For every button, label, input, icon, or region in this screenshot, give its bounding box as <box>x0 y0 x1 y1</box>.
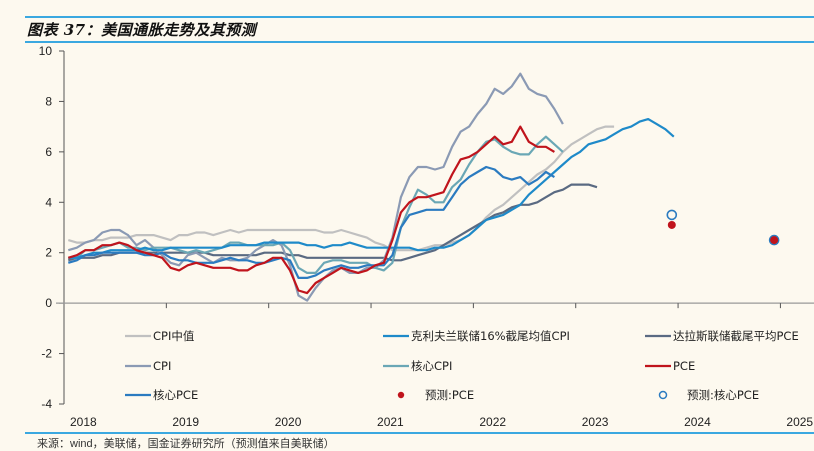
forecast-pce-point <box>667 220 676 229</box>
series-line-6 <box>67 165 555 279</box>
x-tick-label: 2018 <box>70 415 97 429</box>
forecast-pce-point <box>770 236 779 245</box>
chart-title: 图表 37：美国通胀走势及其预测 <box>27 21 257 39</box>
axes: -4 -2 0 2 4 6 8 10 2018 2019 2020 2021 2022 2023 2024 2… <box>39 44 814 429</box>
forecast-core-pce-point <box>768 234 780 246</box>
title-rule <box>25 41 814 43</box>
x-tick-label: 2023 <box>582 415 609 429</box>
legend-label: CPI <box>153 359 171 373</box>
y-tick-label: 6 <box>45 145 52 159</box>
x-tick-label: 2024 <box>684 415 711 429</box>
y-tick-label: -2 <box>41 347 52 361</box>
legend-swatch <box>397 391 405 399</box>
x-tick-label: 2020 <box>275 415 302 429</box>
series-line-3 <box>67 72 564 302</box>
x-tick-label: 2021 <box>377 415 404 429</box>
legend-label: 核心PCE <box>153 388 198 402</box>
forecast-core-pce-point <box>666 209 678 221</box>
legend-label: PCE <box>673 359 695 373</box>
legend: CPI中值 克利夫兰联储16%截尾均值CPI 达拉斯联储截尾平均PCE CPI 核心CP… <box>125 329 799 402</box>
legend-label: CPI中值 <box>153 329 195 343</box>
legend-label: 预测:核心PCE <box>687 388 759 402</box>
y-tick-label: 4 <box>45 195 52 209</box>
series-lines <box>67 72 675 302</box>
top-rule <box>25 16 814 18</box>
legend-label: 核心CPI <box>411 359 452 373</box>
y-tick-label: 10 <box>39 44 53 58</box>
y-tick-label: -4 <box>41 397 52 411</box>
series-line-5 <box>67 125 555 295</box>
forecast-points <box>666 209 780 246</box>
y-tick-label: 0 <box>45 296 52 310</box>
x-tick-label: 2025 <box>786 415 813 429</box>
source-note: 来源：wind，美联储，国金证券研究所（预测值来自美联储） <box>37 438 335 450</box>
series-line-1 <box>68 117 675 259</box>
legend-swatch <box>658 390 668 400</box>
x-tick-label: 2022 <box>479 415 506 429</box>
y-tick-label: 8 <box>45 94 52 108</box>
y-tick-label: 2 <box>45 246 52 260</box>
legend-label: 克利夫兰联储16%截尾均值CPI <box>411 329 570 343</box>
bottom-rule <box>25 432 814 434</box>
series-line-2 <box>67 183 598 262</box>
x-tick-label: 2019 <box>172 415 199 429</box>
legend-label: 预测:PCE <box>425 388 474 402</box>
series-line-0 <box>67 125 615 252</box>
legend-label: 达拉斯联储截尾平均PCE <box>673 329 799 343</box>
